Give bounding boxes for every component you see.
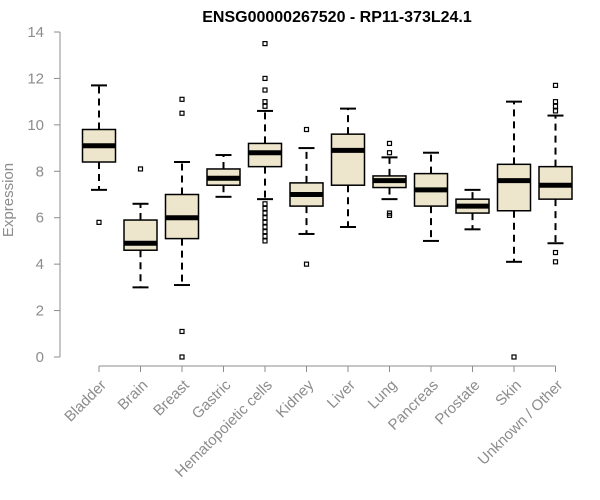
outlier-point <box>303 126 310 133</box>
y-axis-label: Expression <box>0 163 17 237</box>
outlier-point <box>511 354 517 360</box>
box-group <box>123 166 158 289</box>
box-group <box>455 188 490 231</box>
outlier-point <box>386 140 393 147</box>
outlier-point <box>552 82 559 88</box>
box-group <box>496 100 532 360</box>
outlier-point <box>137 166 144 172</box>
x-tick-label: Lung <box>365 377 401 413</box>
outlier-point <box>552 108 559 114</box>
boxes <box>81 41 573 360</box>
y-tick-label: 14 <box>27 24 44 41</box>
outlier-point <box>179 96 185 102</box>
x-tick-label: Liver <box>324 377 359 412</box>
x-tick-label: Bladder <box>61 377 110 426</box>
y-tick-label: 12 <box>27 70 44 87</box>
outlier-point <box>262 229 268 235</box>
outlier-point <box>552 99 559 105</box>
outlier-point <box>262 87 268 93</box>
outlier-point <box>262 224 268 230</box>
y-tick-label: 0 <box>36 349 44 366</box>
outlier-point <box>179 354 185 360</box>
outlier-point <box>179 328 185 335</box>
box-group <box>330 107 366 228</box>
box-group <box>206 154 241 198</box>
y-tick-label: 6 <box>36 210 44 227</box>
x-tick-label: Skin <box>492 377 525 410</box>
outlier-point <box>262 201 268 207</box>
outlier-point <box>386 150 393 156</box>
chart-title: ENSG00000267520 - RP11-373L24.1 <box>202 9 472 26</box>
y-axis: 0 2 4 6 8 10 12 14 <box>27 24 61 366</box>
box-group <box>164 96 200 360</box>
outlier-point <box>262 205 268 212</box>
box-group <box>372 140 407 218</box>
x-tick-label: Kidney <box>273 376 318 421</box>
y-tick-label: 10 <box>27 117 44 134</box>
outlier-point <box>262 99 268 105</box>
outlier-point <box>303 261 310 267</box>
y-tick-label: 2 <box>36 303 44 320</box>
box-iqr <box>496 163 532 212</box>
x-tick-label: Breast <box>150 376 193 419</box>
x-tick-label: Prostate <box>432 377 484 429</box>
outlier-point <box>386 210 393 216</box>
box-group <box>289 126 324 267</box>
y-tick-label: 4 <box>36 256 44 273</box>
outlier-point <box>262 215 268 221</box>
box-group <box>538 82 573 265</box>
outlier-point <box>262 219 268 225</box>
box-group <box>413 151 449 242</box>
outlier-point <box>552 259 559 265</box>
outlier-point <box>262 210 268 216</box>
outlier-point <box>262 238 268 244</box>
box-group <box>81 84 117 225</box>
outlier-point <box>262 233 268 239</box>
outlier-point <box>96 219 102 225</box>
box-iqr <box>330 133 366 186</box>
outlier-point <box>552 249 559 256</box>
x-tick-label: Brain <box>115 377 152 414</box>
box-group <box>247 41 283 244</box>
outlier-point <box>262 75 268 82</box>
outlier-point <box>262 103 268 109</box>
outlier-point <box>262 41 268 47</box>
outlier-point <box>552 103 559 109</box>
y-tick-label: 8 <box>36 163 44 180</box>
outlier-point <box>179 110 185 116</box>
